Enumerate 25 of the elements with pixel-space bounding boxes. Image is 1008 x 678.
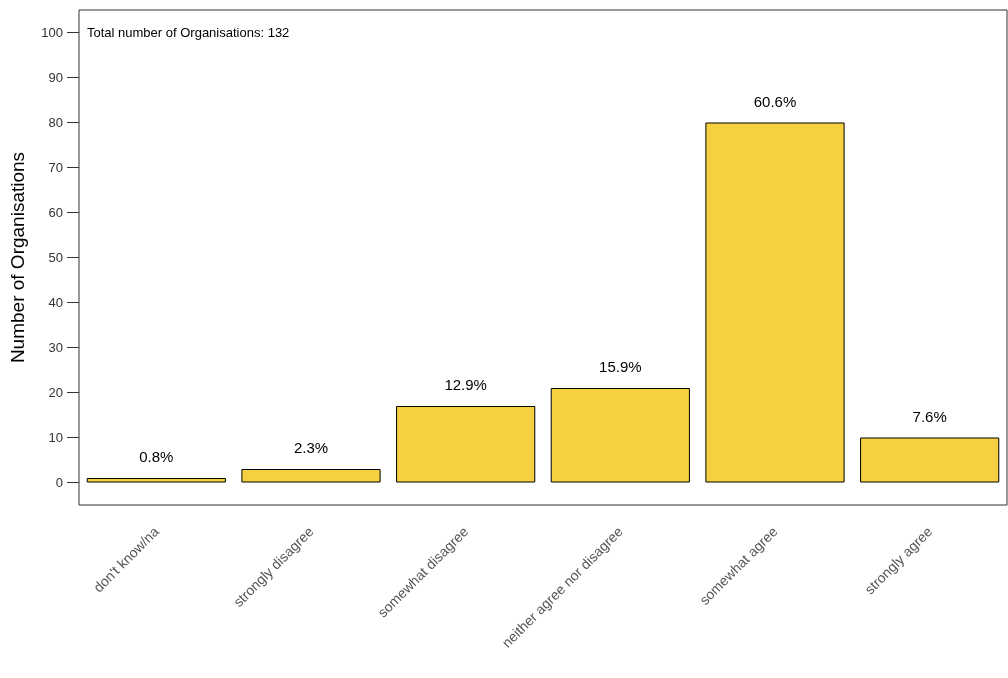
y-tick-label: 10: [48, 430, 63, 445]
y-tick-label: 20: [48, 385, 63, 400]
bar: [705, 122, 845, 483]
y-tick-label: 80: [48, 115, 63, 130]
y-tick-label: 30: [48, 340, 63, 355]
y-tick-label: 0: [55, 475, 63, 490]
bar: [550, 388, 690, 483]
y-axis-title: Number of Organisations: [7, 151, 28, 364]
bar: [86, 478, 226, 483]
y-tick-label: 70: [48, 160, 63, 175]
y-tick-label: 50: [48, 250, 63, 265]
annotation: 7.6%: [912, 407, 947, 425]
y-tick-label: 100: [41, 25, 63, 40]
annotation: 60.6%: [753, 92, 797, 110]
y-tick-label: 40: [48, 295, 63, 310]
bar: [860, 437, 1000, 483]
bar: [241, 469, 381, 483]
annotation: 0.8%: [139, 448, 174, 465]
y-tick-label: 60: [48, 205, 63, 220]
y-tick-label: 90: [48, 70, 63, 85]
annotation: 2.3%: [293, 439, 329, 456]
annotation: 15.9%: [599, 358, 642, 375]
annotation: 12.9%: [444, 376, 487, 393]
bar: [396, 406, 536, 483]
annotation: Total number of Organisations: 132: [87, 25, 290, 40]
